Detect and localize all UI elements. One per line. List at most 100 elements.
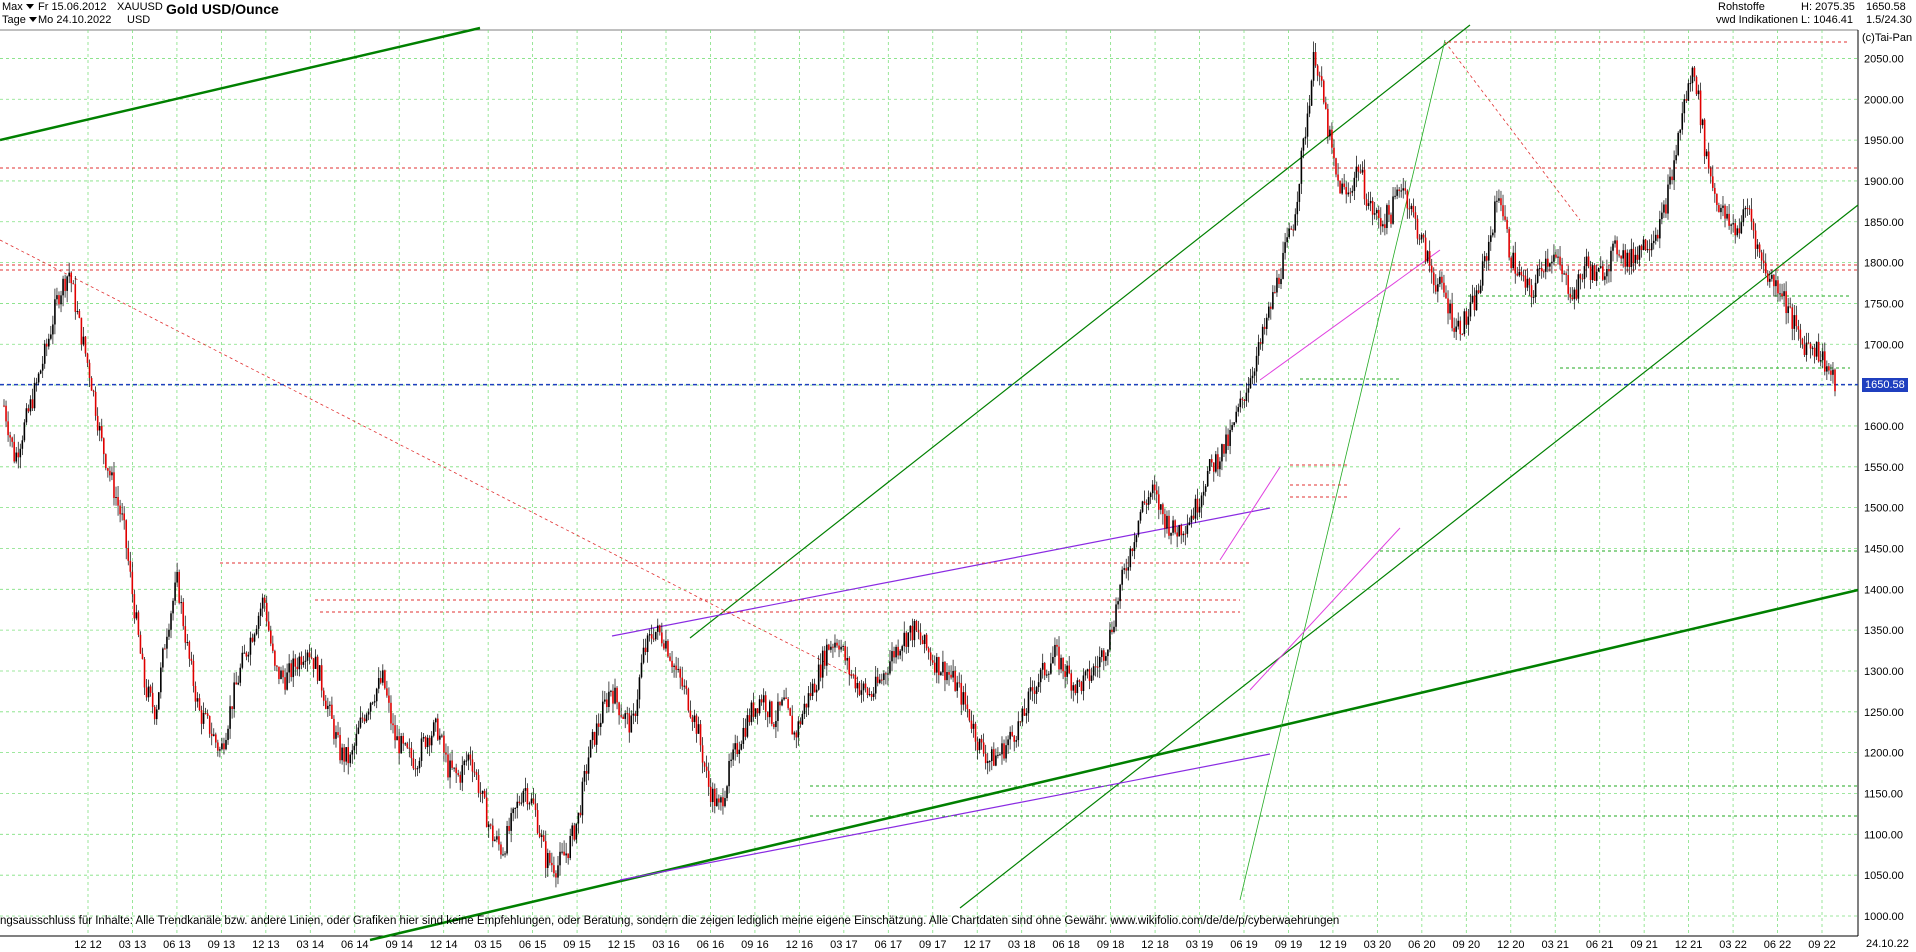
candle-body (424, 737, 427, 748)
candle-body (1826, 366, 1828, 372)
x-tick-label: 03 19 (1186, 939, 1214, 951)
candle-body (579, 812, 582, 816)
y-tick-label: 1950.00 (1864, 135, 1904, 147)
candle-body (335, 732, 337, 739)
candle-body (1037, 682, 1040, 688)
candle-body (1469, 302, 1472, 317)
candle-body (1386, 205, 1388, 228)
candle-body (430, 735, 433, 746)
candle-body (192, 660, 195, 687)
y-tick-label: 1000.00 (1864, 911, 1904, 923)
candle-body (1292, 229, 1295, 231)
candle-body (1549, 263, 1551, 267)
period-select[interactable]: Max (2, 0, 36, 14)
candle-body (1029, 687, 1032, 692)
candle-body (80, 317, 83, 345)
candle-body (775, 721, 777, 728)
candle-body (17, 452, 20, 458)
candle-body (642, 647, 645, 663)
x-tick-label: 12 18 (1141, 939, 1169, 951)
x-tick-label: 03 22 (1719, 939, 1747, 951)
candle-body (960, 682, 963, 705)
candle-body (1465, 311, 1468, 325)
candle-body (1691, 67, 1694, 84)
candle-body (320, 665, 323, 691)
candle-body (687, 688, 690, 711)
candle-body (1693, 67, 1696, 77)
candle-body (182, 602, 185, 627)
candle-body (993, 749, 995, 766)
candle-body (1192, 515, 1195, 519)
x-tick-label: 12 14 (430, 939, 458, 951)
candle-body (1716, 193, 1718, 206)
candle-body (936, 657, 938, 673)
candle-body (113, 472, 115, 498)
candle-body (7, 421, 9, 436)
candle-body (1508, 229, 1510, 258)
candle-body (1092, 666, 1095, 676)
candle-body (9, 435, 11, 438)
candle-body (709, 786, 712, 803)
candle-body (593, 731, 596, 745)
candle-body (1410, 205, 1413, 209)
candle-body (1296, 201, 1299, 215)
candle-body (683, 685, 686, 687)
candle-body (1522, 275, 1525, 277)
candle-body (1575, 289, 1578, 299)
candle-body (1630, 248, 1633, 267)
candle-body (1056, 644, 1058, 647)
candle-body (290, 663, 292, 678)
price-series (3, 41, 1836, 888)
candle-body (1638, 245, 1641, 260)
candle-body (544, 841, 547, 868)
candle-body (999, 754, 1001, 756)
candle-body (1528, 278, 1531, 286)
candle-body (1681, 113, 1684, 130)
candle-body (388, 695, 390, 703)
candle-body (1076, 680, 1079, 694)
candle-body (716, 798, 718, 806)
end-date: 24.10.22 (1866, 938, 1909, 950)
candle-body (893, 651, 895, 658)
candle-body (39, 370, 42, 374)
candle-body (1750, 209, 1753, 222)
candle-body (314, 656, 317, 669)
candle-body (180, 602, 182, 604)
candle-body (1687, 83, 1690, 101)
candle-body (382, 670, 384, 683)
candle-body (1306, 113, 1309, 137)
candle-body (1129, 548, 1132, 568)
candle-body (149, 686, 152, 693)
candle-body (995, 755, 997, 766)
candle-body (1225, 434, 1227, 454)
candle-body (842, 646, 844, 648)
candle-body (972, 723, 975, 729)
candle-body (1793, 315, 1796, 329)
candle-body (1453, 328, 1455, 332)
candle-body (654, 631, 657, 640)
candle-body (836, 642, 838, 646)
candle-body (282, 670, 284, 678)
candle-body (1158, 494, 1160, 510)
candle-body (386, 688, 388, 696)
interval-select[interactable]: Tage (2, 13, 39, 27)
candle-body (52, 324, 54, 335)
candle-body (1781, 293, 1783, 297)
candle-body (769, 701, 771, 718)
candle-body (29, 399, 32, 412)
candle-body (274, 650, 276, 666)
candle-body (1241, 398, 1244, 400)
candle-body (1373, 213, 1376, 215)
candle-body (1109, 629, 1111, 650)
candle-body (1512, 252, 1515, 269)
candle-body (817, 664, 820, 690)
candle-body (1127, 567, 1130, 571)
candle-body (1180, 525, 1183, 536)
candle-body (190, 658, 193, 661)
candle-body (864, 683, 867, 689)
candle-body (538, 832, 541, 837)
candle-body (1041, 663, 1044, 670)
candle-body (196, 698, 199, 702)
candle-body (151, 692, 154, 707)
candle-body (589, 740, 592, 758)
